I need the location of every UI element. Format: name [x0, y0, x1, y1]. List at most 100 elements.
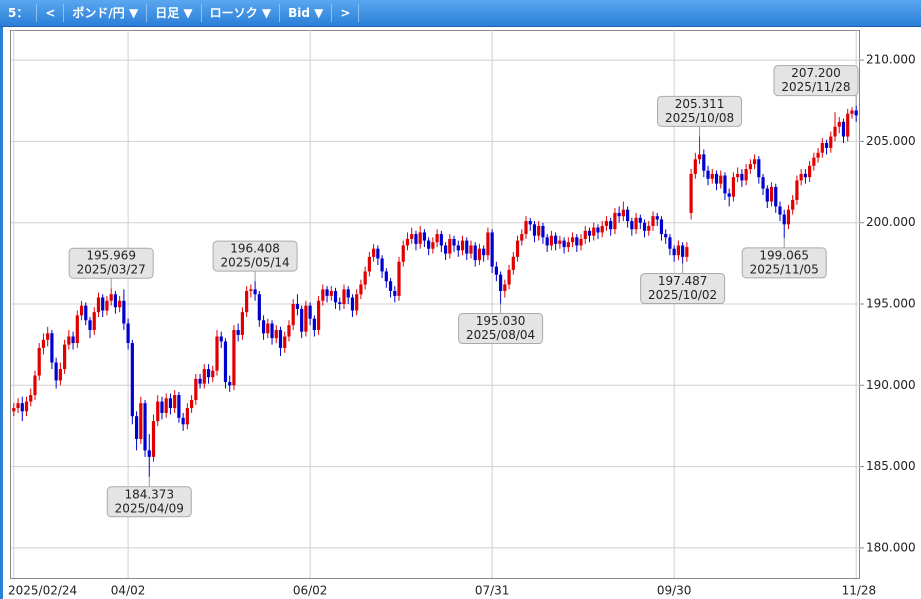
candle-body	[139, 403, 143, 439]
candle-body	[101, 297, 105, 311]
candle-body	[693, 159, 697, 174]
toolbar-item[interactable]: <	[37, 4, 65, 22]
x-tick-label: 11/28	[842, 584, 877, 598]
candle-body	[46, 333, 50, 340]
candle-body	[401, 245, 405, 262]
candle-body	[778, 206, 782, 215]
annotation-value: 195.030	[476, 314, 526, 328]
candle-body	[405, 238, 410, 246]
y-tick-label: 195.000	[866, 297, 916, 311]
candle-body	[96, 297, 101, 313]
candle-body	[515, 240, 520, 257]
candle-body	[181, 417, 185, 425]
candle-body	[659, 219, 664, 235]
candle-body	[219, 336, 223, 342]
annotation-box	[212, 240, 298, 272]
candle-body	[854, 110, 858, 116]
candle-body	[782, 214, 786, 225]
candle-body	[710, 173, 714, 179]
candle-body	[596, 227, 600, 233]
toolbar-item[interactable]: ポンド/円 ▼	[64, 4, 148, 22]
candle-body	[228, 382, 232, 386]
candle-body	[532, 224, 537, 236]
candle-body	[799, 173, 803, 181]
candle-body	[841, 121, 846, 137]
candle-body	[609, 221, 613, 230]
candle-body	[321, 289, 325, 301]
candle-body	[363, 271, 367, 285]
candle-body	[613, 212, 617, 230]
candle-body	[452, 238, 456, 246]
candle-body	[490, 232, 494, 267]
candle-body	[253, 289, 257, 295]
y-tick-label: 200.000	[866, 215, 916, 229]
candle-body	[92, 312, 96, 331]
candle-body	[774, 186, 778, 207]
candle-body	[850, 110, 854, 114]
x-tick-label: 07/31	[475, 584, 510, 598]
candle-body	[727, 193, 731, 197]
candle-body	[681, 245, 685, 257]
annotation-date: 2025/08/04	[466, 328, 535, 342]
candle-body	[388, 281, 393, 291]
candle-body	[359, 284, 363, 295]
candle-body	[41, 339, 46, 348]
toolbar-item[interactable]: >	[332, 4, 360, 22]
candle-body	[190, 399, 194, 409]
candle-body	[664, 234, 668, 238]
candle-body	[545, 237, 549, 246]
candle-body	[105, 300, 109, 311]
candle-body	[397, 261, 401, 296]
candle-body	[134, 416, 139, 439]
candle-body	[473, 245, 477, 261]
candle-body	[88, 320, 92, 331]
annotation-date: 2025/10/02	[648, 288, 717, 302]
candle-body	[634, 217, 638, 230]
candle-body	[384, 271, 388, 282]
annotation-value: 207.200	[791, 66, 841, 80]
candle-body	[460, 240, 465, 251]
candle-body	[410, 234, 414, 239]
candle-body	[638, 217, 642, 223]
candle-body	[266, 323, 270, 334]
annotation-box	[741, 247, 827, 279]
toolbar-item[interactable]: 日足 ▼	[147, 4, 202, 22]
candle-body	[147, 450, 151, 457]
candle-body	[372, 248, 376, 257]
candle-body	[503, 284, 507, 291]
annotation-date: 2025/11/28	[781, 80, 850, 94]
candle-body	[812, 157, 816, 166]
candle-body	[194, 378, 198, 400]
candle-body	[160, 401, 164, 413]
candle-body	[795, 180, 799, 200]
candle-body	[20, 403, 24, 412]
window-frame	[0, 27, 3, 599]
candle-body	[16, 403, 20, 409]
candle-body	[278, 330, 283, 348]
candle-body	[198, 378, 202, 384]
candle-body	[312, 318, 316, 331]
candle-body	[79, 305, 84, 316]
toolbar-item: 5：	[0, 4, 38, 22]
candle-body	[376, 248, 380, 259]
candle-body	[757, 159, 761, 178]
candle-body	[558, 240, 562, 244]
candle-body	[575, 237, 579, 246]
candle-body	[346, 289, 350, 298]
annotation-date: 2025/11/05	[750, 262, 819, 276]
candle-body	[215, 336, 219, 371]
candle-body	[769, 186, 774, 202]
candle-body	[511, 256, 515, 270]
toolbar-item[interactable]: ローソク ▼	[202, 4, 281, 22]
toolbar-item[interactable]: Bid ▼	[280, 4, 333, 22]
candle-body	[164, 398, 168, 413]
y-tick-label: 180.000	[866, 540, 916, 554]
candle-body	[499, 274, 503, 291]
annotation-date: 2025/04/09	[115, 501, 184, 515]
annotation-box	[458, 313, 544, 345]
candle-body	[435, 234, 439, 243]
candle-body	[232, 330, 236, 386]
candle-body	[740, 173, 744, 181]
candle-body	[837, 121, 841, 127]
